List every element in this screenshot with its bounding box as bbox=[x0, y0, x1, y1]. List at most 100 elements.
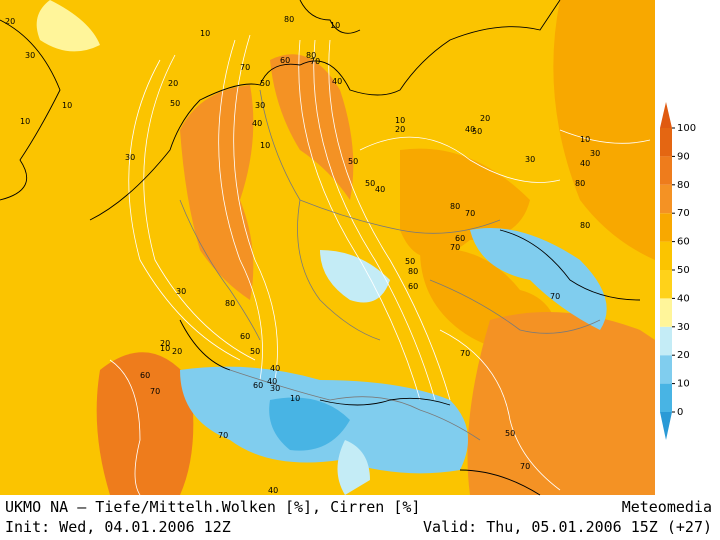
color-legend: 0 10 20 30 40 50 60 70 80 90 100 bbox=[660, 102, 696, 440]
legend-swatch bbox=[660, 298, 672, 327]
contour-label: 10 bbox=[330, 21, 340, 30]
contour-label: 80 bbox=[580, 221, 590, 230]
contour-label: 50 bbox=[405, 257, 415, 266]
contour-label: 70 bbox=[520, 462, 530, 471]
legend-label: 90 bbox=[677, 151, 690, 162]
contour-label: 30 bbox=[25, 51, 35, 60]
contour-label: 70 bbox=[150, 387, 160, 396]
contour-label: 20 bbox=[395, 125, 405, 134]
cloud-area bbox=[553, 0, 655, 260]
contour-label: 10 bbox=[260, 141, 270, 150]
clear-area bbox=[320, 250, 390, 303]
contour-label: 30 bbox=[270, 384, 280, 393]
contour-label: 50 bbox=[472, 127, 482, 136]
legend-label: 70 bbox=[677, 208, 690, 219]
contour-label: 10 bbox=[290, 394, 300, 403]
contour-label: 40 bbox=[252, 119, 262, 128]
footer: UKMO NA – Tiefe/Mittelh.Wolken [%], Cirr… bbox=[5, 498, 712, 536]
contour-label: 70 bbox=[218, 431, 228, 440]
contour-label: 40 bbox=[375, 185, 385, 194]
legend-label: 10 bbox=[677, 379, 690, 390]
borders bbox=[179, 89, 601, 441]
contour-label: 70 bbox=[450, 243, 460, 252]
contour-label: 30 bbox=[525, 155, 535, 164]
clear-area bbox=[470, 228, 607, 330]
legend-label: 100 bbox=[677, 123, 696, 134]
contour-label: 60 bbox=[280, 56, 290, 65]
legend-over-arrow bbox=[660, 102, 672, 128]
footer-valid: Valid: Thu, 05.01.2006 15Z (+27) bbox=[423, 518, 712, 536]
legend-swatch bbox=[660, 213, 672, 242]
contour-label: 30 bbox=[255, 101, 265, 110]
legend-label: 30 bbox=[677, 322, 690, 333]
contour-label: 50 bbox=[170, 99, 180, 108]
cloud-area bbox=[270, 54, 354, 201]
legend-label: 20 bbox=[677, 350, 690, 361]
contour-label: 40 bbox=[268, 486, 278, 495]
contour-label: 10 bbox=[160, 344, 170, 353]
contour-label: 40 bbox=[465, 125, 475, 134]
contour-label: 80 bbox=[575, 179, 585, 188]
contour-label: 60 bbox=[253, 381, 263, 390]
contour-label: 40 bbox=[580, 159, 590, 168]
contour-label: 20 bbox=[480, 114, 490, 123]
contour-label: 80 bbox=[225, 299, 235, 308]
coastlines bbox=[0, 0, 561, 496]
contour-label: 60 bbox=[140, 371, 150, 380]
contour-label: 20 bbox=[5, 17, 15, 26]
cloud-area bbox=[36, 0, 100, 52]
legend-label: 0 bbox=[677, 407, 683, 418]
legend-label: 50 bbox=[677, 265, 690, 276]
contour-label: 70 bbox=[240, 63, 250, 72]
contour-label: 10 bbox=[20, 117, 30, 126]
contour-label: 20 bbox=[168, 79, 178, 88]
legend-under-arrow bbox=[660, 412, 672, 440]
legend-swatch bbox=[660, 184, 672, 214]
footer-init: Init: Wed, 04.01.2006 12Z bbox=[5, 518, 231, 536]
contour-label: 40 bbox=[332, 77, 342, 86]
legend-swatch bbox=[660, 326, 672, 356]
legend-swatch bbox=[660, 270, 672, 299]
contour-label: 10 bbox=[580, 135, 590, 144]
contour-label: 20 bbox=[172, 347, 182, 356]
legend-label: 80 bbox=[677, 180, 690, 191]
contour-label: 60 bbox=[240, 332, 250, 341]
contour-label: 80 bbox=[408, 267, 418, 276]
contour-label: 50 bbox=[250, 347, 260, 356]
contour-label: 10 bbox=[200, 29, 210, 38]
contour-label: 30 bbox=[590, 149, 600, 158]
legend-swatch bbox=[660, 383, 672, 412]
contour-label: 30 bbox=[176, 287, 186, 296]
contour-label: 50 bbox=[348, 157, 358, 166]
legend-swatch bbox=[660, 355, 672, 384]
contour-lines bbox=[109, 34, 651, 496]
contour-label: 80 bbox=[284, 15, 294, 24]
legend-label: 60 bbox=[677, 237, 690, 248]
contour-label: 20 bbox=[160, 339, 170, 348]
contour-label: 40 bbox=[270, 364, 280, 373]
contour-label: 70 bbox=[310, 57, 320, 66]
clear-area bbox=[269, 397, 350, 451]
contour-label: 50 bbox=[365, 179, 375, 188]
contour-label: 80 bbox=[306, 51, 316, 60]
contour-label: 70 bbox=[465, 209, 475, 218]
legend-swatch bbox=[660, 241, 672, 270]
contour-label: 10 bbox=[62, 101, 72, 110]
contour-label: 70 bbox=[550, 292, 560, 301]
cloud-area bbox=[96, 352, 194, 495]
legend-label: 40 bbox=[677, 293, 690, 304]
footer-title: UKMO NA – Tiefe/Mittelh.Wolken [%], Cirr… bbox=[5, 498, 420, 516]
legend-swatch bbox=[660, 128, 672, 157]
contour-label: 50 bbox=[260, 79, 270, 88]
contour-label: 80 bbox=[450, 202, 460, 211]
outer-borders bbox=[319, 229, 641, 406]
contour-label: 70 bbox=[460, 349, 470, 358]
legend-swatch bbox=[660, 156, 672, 185]
contour-label: 60 bbox=[408, 282, 418, 291]
contour-label: 60 bbox=[455, 234, 465, 243]
footer-source: Meteomedia bbox=[622, 498, 712, 516]
contour-label: 10 bbox=[395, 116, 405, 125]
